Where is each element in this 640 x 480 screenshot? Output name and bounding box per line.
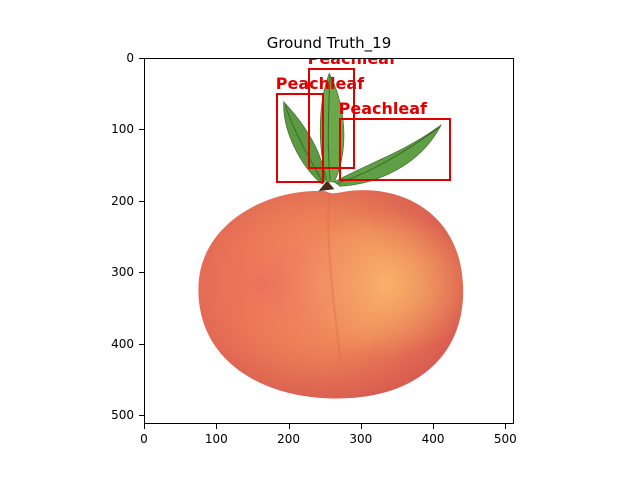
x-tick-label: 500 xyxy=(493,432,517,446)
y-tick-label: 400 xyxy=(111,336,134,351)
x-tick-label: 200 xyxy=(277,432,300,446)
bounding-box-label: Peachleaf xyxy=(275,73,365,93)
y-tick-label: 0 xyxy=(126,51,134,65)
x-tick xyxy=(360,424,362,429)
x-tick xyxy=(216,424,218,429)
peach-image xyxy=(145,59,513,423)
y-tick xyxy=(139,58,144,59)
x-tick xyxy=(505,424,507,429)
y-tick xyxy=(139,343,144,345)
y-tick xyxy=(139,415,144,417)
peach-leaf-right xyxy=(333,124,442,187)
y-tick xyxy=(139,272,144,274)
y-tick-label: 500 xyxy=(111,408,134,423)
figure-title: Ground Truth_19 xyxy=(266,34,392,52)
peach-leaf-center xyxy=(319,72,345,183)
x-tick xyxy=(433,424,435,429)
peach-leaf-left xyxy=(283,101,327,185)
y-tick-label: 100 xyxy=(111,122,134,137)
y-tick-label: 300 xyxy=(111,265,134,280)
x-tick xyxy=(144,424,145,429)
bounding-box-label: Peachleaf xyxy=(307,58,396,69)
bounding-box xyxy=(338,117,451,182)
y-tick xyxy=(139,200,144,202)
x-tick-label: 400 xyxy=(421,432,445,446)
bounding-box xyxy=(275,92,325,183)
x-tick-label: 100 xyxy=(204,432,228,446)
x-tick-label: 300 xyxy=(349,432,373,446)
y-tick xyxy=(139,129,144,131)
x-tick xyxy=(288,424,290,429)
image-axes: Peachleaf Peachleaf Peachleaf xyxy=(144,58,514,424)
x-tick-label: 0 xyxy=(140,432,148,446)
bounding-box-label: Peachleaf xyxy=(338,98,428,118)
y-tick-label: 200 xyxy=(111,193,134,208)
